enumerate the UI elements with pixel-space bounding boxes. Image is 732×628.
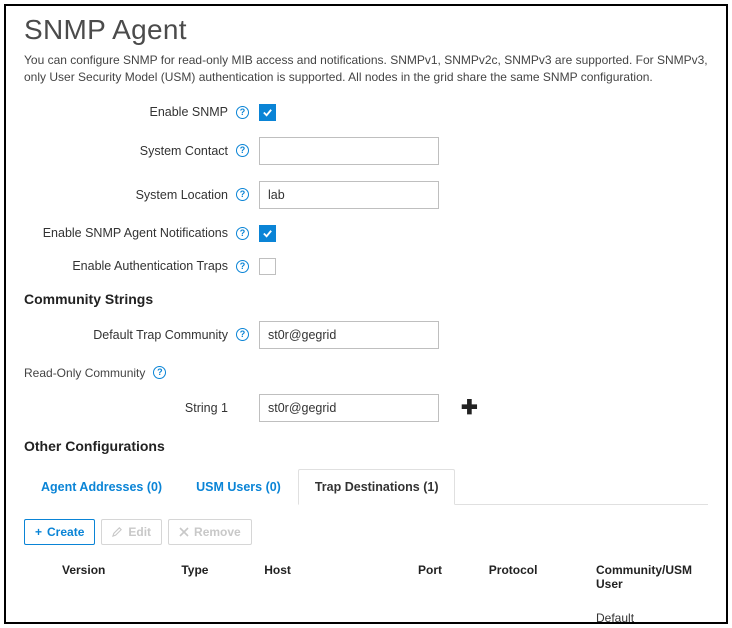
row-enable-snmp: Enable SNMP ? — [24, 104, 708, 121]
toolbar: + Create Edit Remove — [24, 519, 708, 545]
edit-button[interactable]: Edit — [101, 519, 162, 545]
label-default-trap-community: Default Trap Community — [24, 328, 234, 342]
help-icon[interactable]: ? — [236, 188, 249, 201]
tab-trap-destinations[interactable]: Trap Destinations (1) — [298, 469, 456, 505]
checkbox-enable-auth-traps[interactable] — [259, 258, 276, 275]
checkbox-enable-snmp[interactable] — [259, 104, 276, 121]
label-enable-notifications: Enable SNMP Agent Notifications — [24, 226, 234, 240]
row-enable-notifications: Enable SNMP Agent Notifications ? — [24, 225, 708, 242]
tab-usm-users[interactable]: USM Users (0) — [179, 469, 298, 505]
cell-protocol: UDP — [481, 601, 588, 624]
add-string-icon[interactable]: ✚ — [461, 395, 478, 420]
create-label: Create — [47, 525, 84, 539]
section-other-configurations: Other Configurations — [24, 438, 708, 454]
readonly-community-text: Read-Only Community — [24, 366, 145, 380]
row-string1: String 1 ✚ — [24, 394, 708, 422]
th-protocol: Protocol — [481, 557, 588, 601]
row-default-trap-community: Default Trap Community ? — [24, 321, 708, 349]
th-type: Type — [173, 557, 256, 601]
trap-destinations-table: Version Type Host Port Protocol Communit… — [24, 557, 708, 624]
label-enable-auth-traps: Enable Authentication Traps — [24, 259, 234, 273]
label-readonly-community: Read-Only Community ? — [24, 366, 176, 380]
help-icon[interactable]: ? — [153, 366, 166, 379]
help-icon[interactable]: ? — [236, 260, 249, 273]
th-community-usm: Community/USM User — [588, 557, 708, 601]
remove-button[interactable]: Remove — [168, 519, 252, 545]
label-system-contact: System Contact — [24, 144, 234, 158]
cell-type: Inform — [173, 601, 256, 624]
snmp-agent-panel: SNMP Agent You can configure SNMP for re… — [4, 4, 728, 624]
x-icon — [179, 527, 189, 537]
th-port: Port — [410, 557, 481, 601]
cell-port: 9162 — [410, 601, 481, 624]
row-system-contact: System Contact ? — [24, 137, 708, 165]
row-enable-auth-traps: Enable Authentication Traps ? — [24, 258, 708, 275]
checkbox-enable-notifications[interactable] — [259, 225, 276, 242]
label-enable-snmp: Enable SNMP — [24, 105, 234, 119]
help-icon[interactable]: ? — [236, 328, 249, 341]
pencil-icon — [112, 526, 123, 537]
input-system-contact[interactable] — [259, 137, 439, 165]
help-icon[interactable]: ? — [236, 144, 249, 157]
cell-version: SNMPv2C — [54, 601, 173, 624]
input-default-trap-community[interactable] — [259, 321, 439, 349]
edit-label: Edit — [128, 525, 151, 539]
section-community-strings: Community Strings — [24, 291, 708, 307]
cell-community: Default Community: st0r@gegrid — [588, 601, 708, 624]
tab-agent-addresses[interactable]: Agent Addresses (0) — [24, 469, 179, 505]
th-host: Host — [256, 557, 410, 601]
tabs: Agent Addresses (0) USM Users (0) Trap D… — [24, 468, 708, 505]
remove-label: Remove — [194, 525, 241, 539]
th-version: Version — [54, 557, 173, 601]
label-string1: String 1 — [24, 401, 234, 415]
input-string1[interactable] — [259, 394, 439, 422]
create-button[interactable]: + Create — [24, 519, 95, 545]
help-icon[interactable]: ? — [236, 227, 249, 240]
intro-text: You can configure SNMP for read-only MIB… — [24, 52, 708, 86]
input-system-location[interactable] — [259, 181, 439, 209]
plus-icon: + — [35, 525, 42, 539]
row-system-location: System Location ? — [24, 181, 708, 209]
cell-host: 10.193.92.241 — [256, 601, 410, 624]
label-system-location: System Location — [24, 188, 234, 202]
row-radio[interactable] — [32, 623, 46, 624]
table-row[interactable]: SNMPv2C Inform 10.193.92.241 9162 UDP De… — [24, 601, 708, 624]
help-icon[interactable]: ? — [236, 106, 249, 119]
page-title: SNMP Agent — [24, 14, 708, 46]
